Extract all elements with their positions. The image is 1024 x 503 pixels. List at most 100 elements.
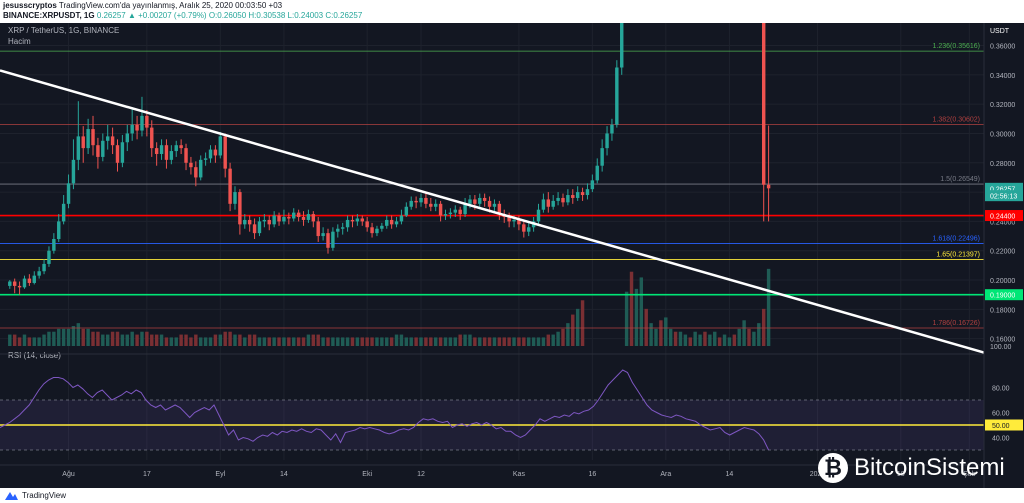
grid-lines <box>0 23 984 460</box>
author-name[interactable]: jesusscryptos <box>3 1 57 10</box>
candle-body <box>331 231 335 248</box>
volume-bar <box>360 337 364 346</box>
candle-body <box>311 214 316 222</box>
price-label-bg <box>985 182 1023 194</box>
ohlc-readout: 0.26257 ▲ +0.00207 (+0.79%) O:0.26050 H:… <box>96 11 363 20</box>
volume-bar <box>27 337 32 346</box>
volume-bar <box>243 337 247 346</box>
candle-body <box>115 145 120 163</box>
volume-bar <box>747 328 751 346</box>
volume-bar <box>179 334 183 346</box>
level-label: 1.236(0.35616) <box>933 43 980 50</box>
candle-body <box>321 233 325 237</box>
volume-bar <box>47 331 51 346</box>
volume-bar <box>536 337 541 346</box>
volume-axis-label: 100.00 <box>990 344 1012 351</box>
candle-body <box>257 221 262 234</box>
candle-body <box>267 219 271 225</box>
candle-body <box>453 209 457 213</box>
volume-bar <box>424 337 428 346</box>
volume-bar <box>634 288 639 346</box>
volume-bar <box>101 334 105 346</box>
candle-body <box>184 148 188 163</box>
candle-body <box>203 158 208 160</box>
volume-bar <box>541 337 546 346</box>
candle-body <box>458 209 462 215</box>
candle-body <box>536 209 541 222</box>
volume-bar <box>296 337 301 346</box>
volume-bar <box>409 337 413 346</box>
volume-bar <box>404 337 409 346</box>
price-tick-label: 0.34000 <box>990 73 1015 80</box>
bitcoin-icon: ₿ <box>818 453 848 483</box>
time-tick-label: Eyl <box>215 471 225 478</box>
footer-bar: TradingView <box>0 488 1024 503</box>
volume-bar <box>713 331 717 346</box>
volume-bar <box>135 334 139 346</box>
time-tick-label: 12 <box>417 471 425 478</box>
volume-bar <box>71 326 76 346</box>
volume-bar <box>742 320 746 346</box>
volume-bar <box>757 323 761 346</box>
candle-body <box>394 221 399 225</box>
volume-bar <box>522 337 526 346</box>
time-tick-label: Şub <box>963 471 976 478</box>
candle-body <box>32 275 36 283</box>
candle-body <box>365 221 369 228</box>
volume-bar <box>722 334 727 346</box>
candle-body <box>478 197 482 204</box>
volume-bar <box>277 337 281 346</box>
candle-body <box>438 203 443 216</box>
candle-body <box>561 197 565 203</box>
price-tick-label: 0.32000 <box>990 102 1015 109</box>
volume-bar <box>345 337 350 346</box>
volume-bar <box>57 328 61 346</box>
volume-bar <box>326 337 330 346</box>
candle-body <box>522 224 526 232</box>
candle-body <box>766 184 771 189</box>
candle-body <box>247 219 252 225</box>
candle-body <box>580 192 585 196</box>
time-tick-label: 2021 <box>810 471 826 478</box>
candle-body <box>61 203 66 222</box>
candle-body <box>27 278 32 283</box>
bitcoinsistemi-logo: ₿ BitcoinSistemi <box>818 449 1005 487</box>
level-label: 1.786(0.16726) <box>933 320 980 327</box>
rsi-tick-label: 60.00 <box>992 411 1010 418</box>
candle-body <box>287 217 291 219</box>
candle-body <box>566 195 570 203</box>
rsi-tick-label: 80.00 <box>992 386 1010 393</box>
volume-bar <box>433 337 438 346</box>
volume-bar <box>218 334 223 346</box>
price-tick-label: 0.20000 <box>990 278 1015 285</box>
volume-bar <box>306 334 311 346</box>
volume-bar <box>708 334 712 346</box>
volume-bar <box>331 337 335 346</box>
volume-bar <box>164 337 169 346</box>
volume-bar <box>624 291 629 346</box>
price-label: 02:56:13 <box>990 194 1017 201</box>
candle-body <box>125 133 129 143</box>
volume-bar <box>414 337 418 346</box>
candle-body <box>292 212 296 219</box>
volume-bar <box>556 331 560 346</box>
candle-body <box>277 215 281 222</box>
time-tick-label: Ağu <box>62 471 75 478</box>
volume-bar <box>213 334 218 346</box>
candle-body <box>140 115 144 131</box>
price-tick-label: 0.36000 <box>990 44 1015 51</box>
candle-body <box>135 124 139 131</box>
candle-body <box>761 23 766 185</box>
candle-body <box>22 278 27 288</box>
candle-body <box>551 200 555 207</box>
volume-bar <box>443 337 448 346</box>
price-chart[interactable]: 1.236(0.35616) 1.382(0.30602) 1.5(0.26549)… <box>0 23 1024 488</box>
volume-bar <box>473 337 477 346</box>
tradingview-label[interactable]: TradingView <box>22 491 67 500</box>
volume-bar <box>154 334 159 346</box>
volume-bar <box>566 323 570 346</box>
volume-bar <box>717 337 722 346</box>
candle-body <box>272 215 276 225</box>
volume-bar <box>703 331 707 346</box>
volume-bar <box>365 337 369 346</box>
